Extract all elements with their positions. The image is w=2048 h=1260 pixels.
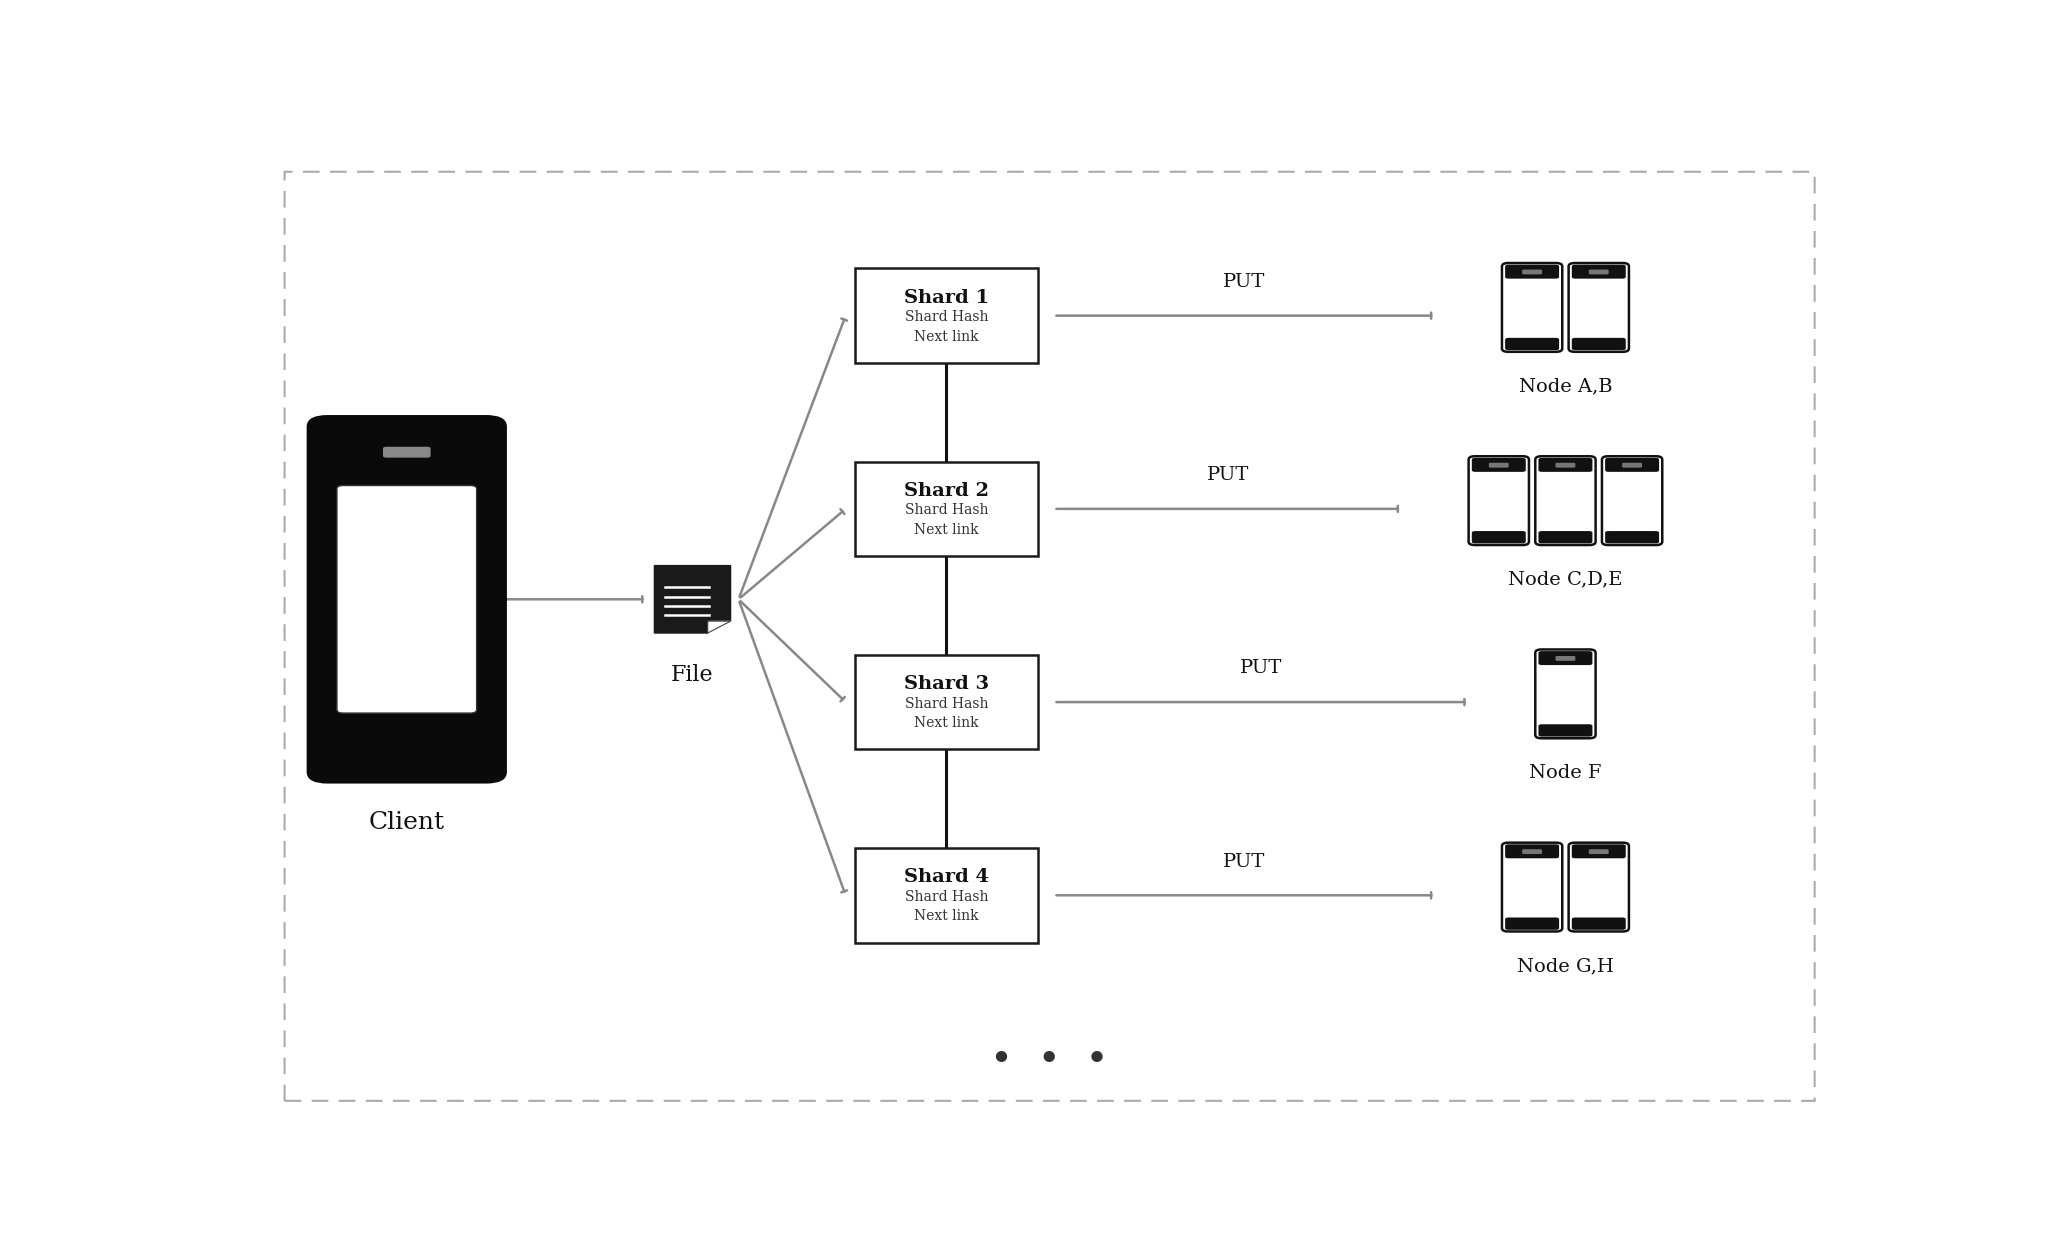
FancyBboxPatch shape	[1622, 462, 1642, 467]
FancyBboxPatch shape	[1505, 265, 1559, 278]
FancyBboxPatch shape	[1538, 457, 1593, 471]
Text: Node A,B: Node A,B	[1520, 377, 1612, 396]
FancyBboxPatch shape	[1602, 456, 1663, 546]
FancyBboxPatch shape	[856, 461, 1038, 556]
Text: Shard 4: Shard 4	[903, 868, 989, 886]
Text: Shard 1: Shard 1	[903, 289, 989, 306]
FancyBboxPatch shape	[1536, 456, 1595, 546]
Text: PUT: PUT	[1223, 853, 1266, 871]
FancyBboxPatch shape	[856, 655, 1038, 750]
FancyBboxPatch shape	[1522, 270, 1542, 275]
Text: PUT: PUT	[1206, 466, 1249, 484]
Text: Node F: Node F	[1530, 764, 1602, 781]
FancyBboxPatch shape	[1571, 844, 1626, 858]
Text: •  •  •: • • •	[991, 1041, 1108, 1079]
FancyBboxPatch shape	[383, 447, 430, 457]
FancyBboxPatch shape	[1473, 530, 1526, 543]
FancyBboxPatch shape	[1571, 917, 1626, 930]
Text: Shard 3: Shard 3	[903, 675, 989, 693]
Text: PUT: PUT	[1239, 659, 1282, 678]
FancyBboxPatch shape	[309, 417, 506, 781]
FancyBboxPatch shape	[338, 485, 477, 713]
FancyBboxPatch shape	[1571, 265, 1626, 278]
FancyBboxPatch shape	[1468, 456, 1530, 546]
Text: Shard Hash
Next link: Shard Hash Next link	[905, 310, 989, 344]
FancyBboxPatch shape	[1538, 530, 1593, 543]
Text: Shard Hash
Next link: Shard Hash Next link	[905, 504, 989, 537]
Text: File: File	[672, 664, 715, 687]
FancyBboxPatch shape	[1571, 338, 1626, 350]
FancyBboxPatch shape	[1589, 849, 1608, 854]
FancyBboxPatch shape	[856, 848, 1038, 942]
FancyBboxPatch shape	[1538, 724, 1593, 737]
FancyBboxPatch shape	[1536, 649, 1595, 738]
FancyBboxPatch shape	[1522, 849, 1542, 854]
FancyBboxPatch shape	[1556, 656, 1575, 660]
FancyBboxPatch shape	[1589, 270, 1608, 275]
Text: Shard 2: Shard 2	[903, 481, 989, 500]
FancyBboxPatch shape	[285, 171, 1815, 1101]
FancyBboxPatch shape	[1501, 263, 1563, 352]
FancyBboxPatch shape	[856, 268, 1038, 363]
FancyBboxPatch shape	[1606, 530, 1659, 543]
FancyBboxPatch shape	[1556, 462, 1575, 467]
FancyBboxPatch shape	[1501, 843, 1563, 931]
Text: Client: Client	[369, 811, 444, 834]
FancyBboxPatch shape	[1538, 651, 1593, 665]
Polygon shape	[709, 621, 731, 633]
FancyBboxPatch shape	[1473, 457, 1526, 471]
Polygon shape	[655, 566, 731, 633]
FancyBboxPatch shape	[1505, 917, 1559, 930]
FancyBboxPatch shape	[1505, 338, 1559, 350]
FancyBboxPatch shape	[1489, 462, 1509, 467]
FancyBboxPatch shape	[1505, 844, 1559, 858]
FancyBboxPatch shape	[1569, 843, 1628, 931]
Text: Shard Hash
Next link: Shard Hash Next link	[905, 697, 989, 731]
FancyBboxPatch shape	[1569, 263, 1628, 352]
Text: Node G,H: Node G,H	[1518, 956, 1614, 975]
FancyBboxPatch shape	[1606, 457, 1659, 471]
Text: PUT: PUT	[1223, 273, 1266, 291]
Text: Node C,D,E: Node C,D,E	[1507, 571, 1622, 588]
Text: Shard Hash
Next link: Shard Hash Next link	[905, 890, 989, 924]
